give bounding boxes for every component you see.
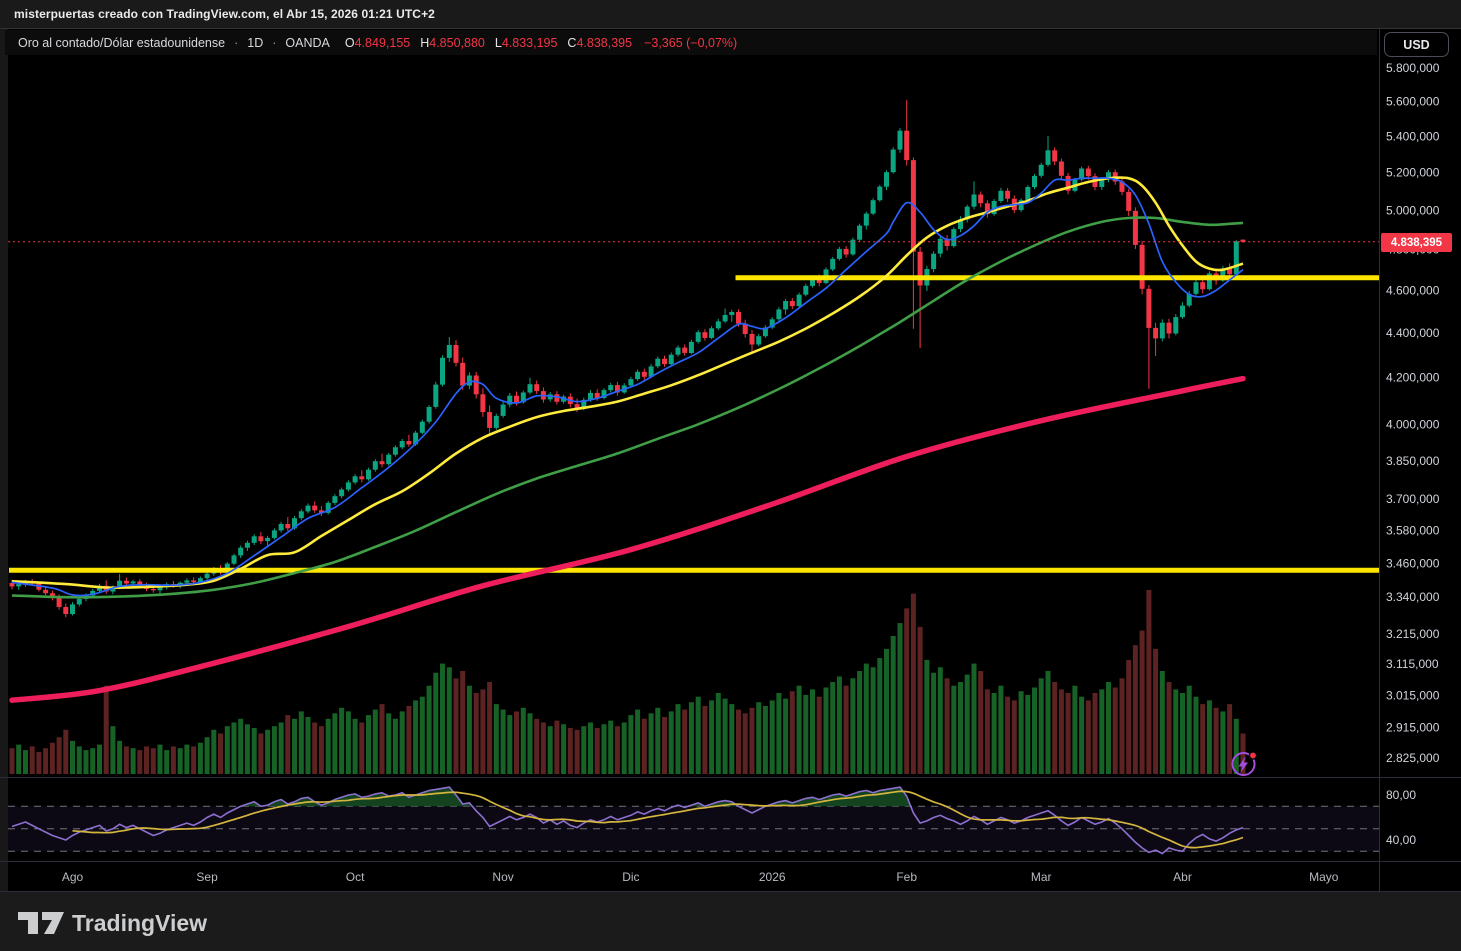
- tradingview-logo[interactable]: TradingView: [16, 905, 246, 939]
- lightning-circle: [1231, 752, 1256, 776]
- price-tick-label: 4.600,000: [1386, 283, 1440, 297]
- price-tick-label: 5.600,000: [1386, 95, 1440, 109]
- time-axis-label: Nov: [492, 870, 513, 884]
- rsi-overbought-fill: [240, 787, 473, 807]
- high-value: H4.850,880: [420, 35, 485, 50]
- watermark-bar: misterpuertas creado con TradingView.com…: [0, 0, 1461, 29]
- symbol-name[interactable]: Oro al contado/Dólar estadounidense: [18, 35, 226, 50]
- timeframe-label[interactable]: 1D: [247, 35, 264, 50]
- price-tick-label: 5.400,000: [1386, 130, 1440, 144]
- rsi-overbought-fill: [765, 787, 911, 807]
- rsi-line: [11, 786, 1244, 855]
- price-tick-label: 5.200,000: [1386, 166, 1440, 180]
- lightning-bolt: [1238, 757, 1248, 773]
- ma-200-pink: [9, 375, 1246, 703]
- close-value: C4.838,395: [567, 35, 633, 50]
- price-tick-label: 3.340,000: [1386, 590, 1440, 604]
- time-axis-label: Mayo: [1309, 870, 1339, 884]
- time-axis-label: Feb: [896, 870, 917, 884]
- ohlc-values: O4.849,155 H4.850,880 L4.833,195 C4.838,…: [345, 36, 737, 50]
- time-axis-label: Abr: [1173, 870, 1192, 884]
- change-value: −3,365 (−0,07%): [644, 35, 738, 50]
- price-tick-label: 4.400,000: [1386, 326, 1440, 340]
- price-tick-label: 4.000,000: [1386, 417, 1440, 431]
- time-axis-label: 2026: [759, 870, 786, 884]
- price-tick-label: 3.015,000: [1386, 688, 1440, 702]
- symbol-legend-bar: Oro al contado/Dólar estadounidense · 1D…: [5, 30, 1377, 55]
- logo-mark-1: [18, 911, 38, 934]
- volume-bars: [9, 590, 1246, 774]
- time-axis-label: Ago: [62, 870, 84, 884]
- logo-mark-7: [42, 911, 64, 934]
- exchange-label: OANDA: [285, 35, 330, 50]
- price-tick-label: 3.850,000: [1386, 454, 1440, 468]
- rsi-tick-label: 40,00: [1386, 833, 1416, 847]
- price-tick-label: 2.825,000: [1386, 751, 1440, 765]
- price-tick-label: 3.580,000: [1386, 524, 1440, 538]
- rsi-ma-line: [72, 790, 1244, 849]
- legend-separator: ·: [272, 35, 277, 50]
- price-tick-label: 5.800,000: [1386, 61, 1440, 75]
- candlesticks: [9, 100, 1246, 618]
- time-axis-label: Dic: [622, 870, 639, 884]
- price-tick-label: 3.460,000: [1386, 556, 1440, 570]
- footer-bar: TradingView: [0, 892, 1461, 951]
- left-gutter: [0, 28, 8, 891]
- rsi-tick-label: 80,00: [1386, 788, 1416, 802]
- ema-mid-yellow: [11, 176, 1244, 589]
- price-tick-label: 3.115,000: [1386, 657, 1439, 671]
- lightning-icon[interactable]: [1229, 748, 1259, 778]
- price-tick-label: 2.915,000: [1386, 721, 1440, 735]
- watermark-text: misterpuertas creado con TradingView.com…: [14, 7, 435, 21]
- price-tick-label: 3.215,000: [1386, 627, 1440, 641]
- ema-fast-blue: [11, 177, 1244, 597]
- price-tick-label: 4.200,000: [1386, 371, 1440, 385]
- low-value: L4.833,195: [494, 35, 558, 50]
- last-price-badge: 4.838,395: [1381, 233, 1452, 252]
- open-value: O4.849,155: [344, 35, 411, 50]
- time-axis-label: Sep: [196, 870, 218, 884]
- currency-toggle-button[interactable]: USD: [1384, 32, 1449, 57]
- price-tick-label: 5.000,000: [1386, 203, 1440, 217]
- brand-wordmark: TradingView: [72, 910, 207, 936]
- notification-dot: [1248, 751, 1258, 760]
- price-tick-label: 3.700,000: [1386, 492, 1440, 506]
- rsi-band: [8, 806, 1379, 852]
- legend-separator: ·: [234, 35, 239, 50]
- ma-slow-green: [11, 216, 1244, 599]
- time-axis-label: Mar: [1031, 870, 1052, 884]
- time-axis-label: Oct: [346, 870, 365, 884]
